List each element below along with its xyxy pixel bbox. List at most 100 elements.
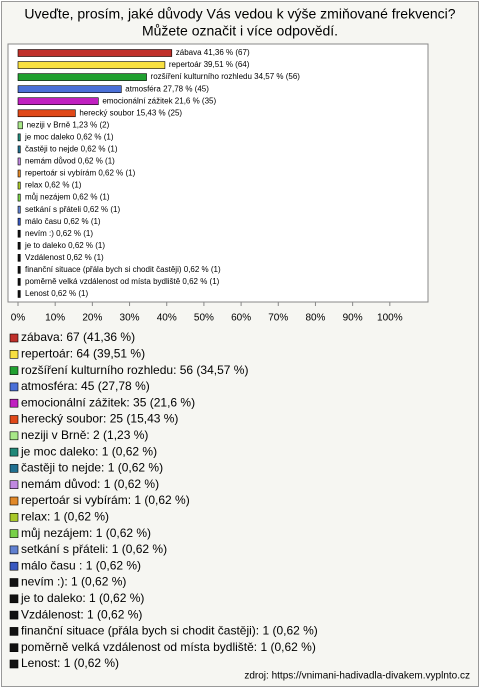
legend-swatch [9,496,19,506]
bar-label: herecký soubor 15,43 % (25) [79,108,182,117]
x-tick-label: 100% [377,313,403,324]
legend-swatch [9,382,19,392]
chart-title: Uveďte, prosím, jaké důvody Vás vedou k … [24,6,455,22]
bar-label: zábava 41,36 % (67) [176,48,250,57]
bar-label: nevím :) 0,62 % (1) [25,229,93,238]
x-tick-label: 20% [82,313,102,324]
bar [17,266,21,274]
legend-label: je moc daleko: 1 (0,62 %) [20,444,157,458]
bar-label: málo času 0,62 % (1) [25,217,101,226]
x-tick-label: 60% [231,313,251,324]
bar-label: nemám důvod 0,62 % (1) [25,157,115,166]
legend-label: Vzdálenost: 1 (0,62 %) [21,607,142,621]
legend-label: emocionální zážitek: 35 (21,6 %) [21,395,195,409]
bar-label: emocionální zážitek 21,6 % (35) [102,96,216,105]
x-tick-label: 0% [11,313,26,324]
legend-swatch [9,529,19,538]
legend-swatch [9,659,19,669]
legend-label: finanční situace (přála bych si chodit č… [21,624,318,638]
bar-label: je to daleko 0,62 % (1) [24,241,105,250]
bar [17,73,147,81]
legend-swatch [9,578,19,587]
bar-label: je moc daleko 0,62 % (1) [24,132,114,141]
legend-label: rozšíření kulturního rozhledu: 56 (34,57… [21,363,248,377]
source: zdroj: https://vnimani-hadivadla-divakem… [244,671,470,682]
bar [17,85,122,93]
bar-label: relax 0,62 % (1) [25,181,82,190]
bar-label: Lenost 0,62 % (1) [25,289,88,298]
x-tick-label: 80% [305,313,325,324]
x-tick-label: 10% [45,313,65,324]
bar [17,109,76,118]
bar [17,205,21,214]
legend-swatch [9,447,19,457]
bar [17,121,23,130]
bar [17,241,21,250]
legend-label: nemám důvod: 1 (0,62 %) [21,477,159,491]
legend-swatch [9,561,19,571]
legend-swatch [9,545,19,555]
legend-swatch [9,366,19,375]
bar [17,217,21,226]
bar-label: repertoár si vybírám 0,62 % (1) [25,169,136,178]
legend-label: je to daleko: 1 (0,62 %) [20,591,144,605]
legend-label: zábava: 67 (41,36 %) [21,330,135,344]
bar [17,181,21,190]
legend-label: Lenost: 1 (0,62 %) [21,656,119,670]
legend-swatch [9,643,19,653]
legend-swatch [9,594,19,604]
legend-label: herecký soubor: 25 (15,43 %) [21,412,178,426]
bar [17,157,21,166]
legend-swatch [9,431,19,441]
legend-swatch [9,627,19,636]
legend-swatch [9,398,19,408]
bar [17,290,21,298]
legend-label: častěji to nejde: 1 (0,62 %) [21,461,163,475]
legend-swatch [9,464,19,473]
legend-swatch [9,349,19,359]
bar [17,229,21,238]
bar-label: rozšíření kulturního rozhledu 34,57 % (5… [151,72,301,81]
bar-label: finanční situace (přála bych si chodit č… [25,265,221,274]
bar-label: Vzdálenost 0,62 % (1) [25,253,104,262]
legend-label: repertoár: 64 (39,51 %) [21,346,145,360]
legend-swatch [9,480,19,490]
bar-label: můj nezájem 0,62 % (1) [25,193,110,202]
bar [17,169,21,178]
legend-label: můj nezájem: 1 (0,62 %) [21,526,151,540]
legend-label: relax: 1 (0,62 %) [21,509,109,523]
x-tick-label: 30% [120,313,140,324]
bar [17,254,21,262]
bar [17,49,173,57]
legend-swatch [9,415,19,424]
x-tick-label: 50% [194,313,214,324]
x-tick-label: 40% [157,313,177,324]
legend-label: setkání s přáteli: 1 (0,62 %) [21,542,167,556]
legend-swatch [9,512,19,522]
bar-label: častěji to nejde 0,62 % (1) [25,145,118,154]
legend-label: neziji v Brně: 2 (1,23 %) [21,428,148,442]
x-tick-label: 90% [343,313,363,324]
bar [17,61,166,69]
bar [17,145,21,154]
legend-label: málo času : 1 (0,62 %) [21,558,141,572]
bar-label: repertoár 39,51 % (64) [169,60,250,69]
legend-label: repertoár si vybírám: 1 (0,62 %) [21,493,190,507]
x-tick-label: 70% [268,313,288,324]
bar-label: atmosféra 27,78 % (45) [125,84,209,93]
bar-label: poměrně velká vzdálenost od místa bydliš… [25,277,220,286]
chart-subtitle: Můžete označit i více odpovědí. [142,23,338,39]
legend-label: poměrně velká vzdálenost od místa bydliš… [21,640,316,654]
legend-label: nevím :): 1 (0,62 %) [21,575,126,589]
bar [17,133,21,142]
bar [17,193,21,202]
legend-swatch [9,333,19,343]
legend-label: atmosféra: 45 (27,78 %) [21,379,150,393]
bar-label: neziji v Brně 1,23 % (2) [27,120,110,129]
legend-swatch [9,610,19,620]
bar [17,97,99,106]
bar [17,278,21,286]
bar-label: setkání s přáteli 0,62 % (1) [25,205,120,214]
